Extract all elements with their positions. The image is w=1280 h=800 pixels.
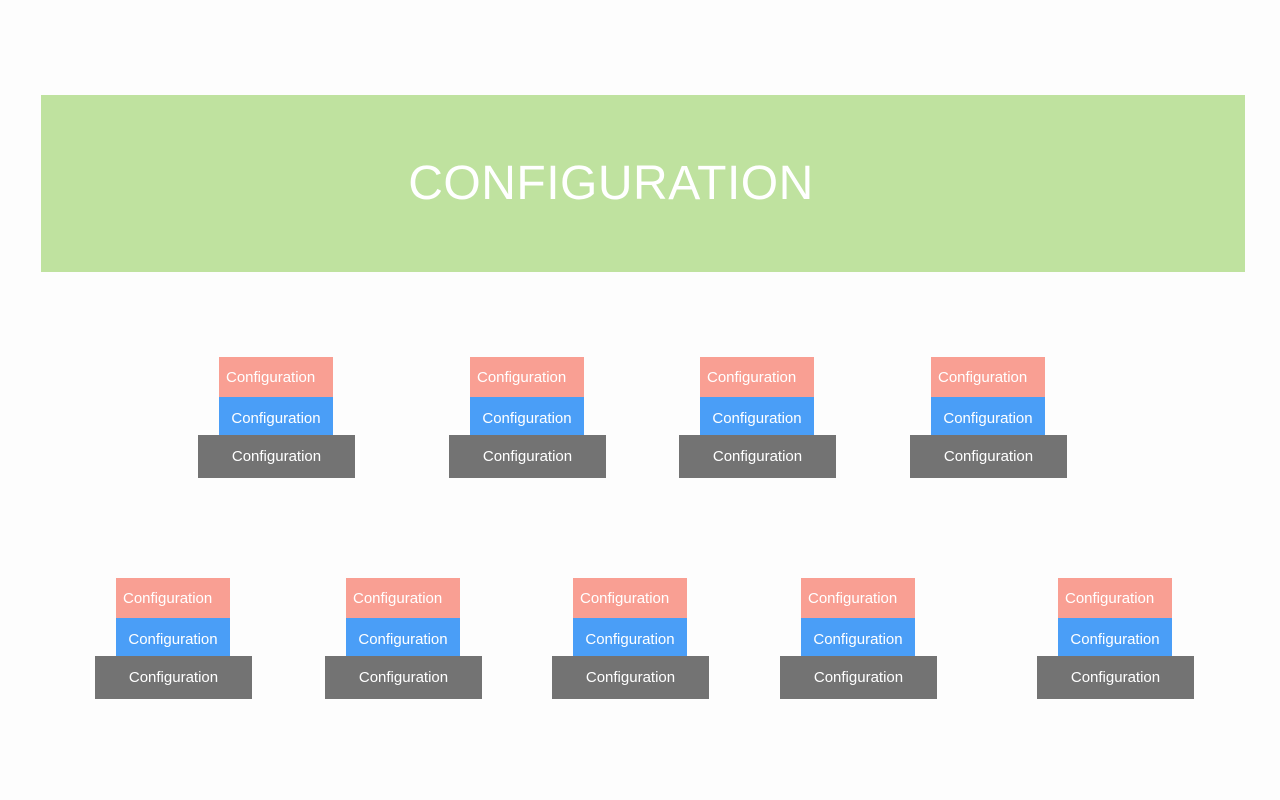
config-stack-r1-4: Configuration Configuration Configuratio… <box>910 357 1067 478</box>
stack-top-box: Configuration <box>470 357 584 397</box>
config-stack-r1-1: Configuration Configuration Configuratio… <box>198 357 355 478</box>
stack-top-box: Configuration <box>1058 578 1172 618</box>
stack-base-box: Configuration <box>198 435 355 478</box>
stack-base-box: Configuration <box>95 656 252 699</box>
stack-top-box: Configuration <box>573 578 687 618</box>
configuration-banner: CONFIGURATION <box>41 95 1245 272</box>
config-stack-r2-1: Configuration Configuration Configuratio… <box>95 578 252 699</box>
stack-base-box: Configuration <box>325 656 482 699</box>
stack-middle-box: Configuration <box>219 397 333 435</box>
stack-middle-box: Configuration <box>346 618 460 656</box>
config-stack-r2-2: Configuration Configuration Configuratio… <box>325 578 482 699</box>
stack-middle-box: Configuration <box>700 397 814 435</box>
stack-top-box: Configuration <box>219 357 333 397</box>
config-stack-r2-5: Configuration Configuration Configuratio… <box>1037 578 1194 699</box>
stack-base-box: Configuration <box>1037 656 1194 699</box>
stack-middle-box: Configuration <box>573 618 687 656</box>
stack-base-box: Configuration <box>552 656 709 699</box>
stack-middle-box: Configuration <box>801 618 915 656</box>
stack-base-box: Configuration <box>910 435 1067 478</box>
config-stack-r1-2: Configuration Configuration Configuratio… <box>449 357 606 478</box>
stack-base-box: Configuration <box>679 435 836 478</box>
stack-base-box: Configuration <box>780 656 937 699</box>
stack-top-box: Configuration <box>700 357 814 397</box>
banner-title: CONFIGURATION <box>408 157 814 210</box>
config-stack-r2-3: Configuration Configuration Configuratio… <box>552 578 709 699</box>
stack-top-box: Configuration <box>931 357 1045 397</box>
config-stack-r1-3: Configuration Configuration Configuratio… <box>679 357 836 478</box>
stack-top-box: Configuration <box>116 578 230 618</box>
stack-middle-box: Configuration <box>1058 618 1172 656</box>
stack-base-box: Configuration <box>449 435 606 478</box>
stack-middle-box: Configuration <box>116 618 230 656</box>
config-stack-r2-4: Configuration Configuration Configuratio… <box>780 578 937 699</box>
stack-middle-box: Configuration <box>470 397 584 435</box>
stack-middle-box: Configuration <box>931 397 1045 435</box>
stack-top-box: Configuration <box>346 578 460 618</box>
stack-top-box: Configuration <box>801 578 915 618</box>
